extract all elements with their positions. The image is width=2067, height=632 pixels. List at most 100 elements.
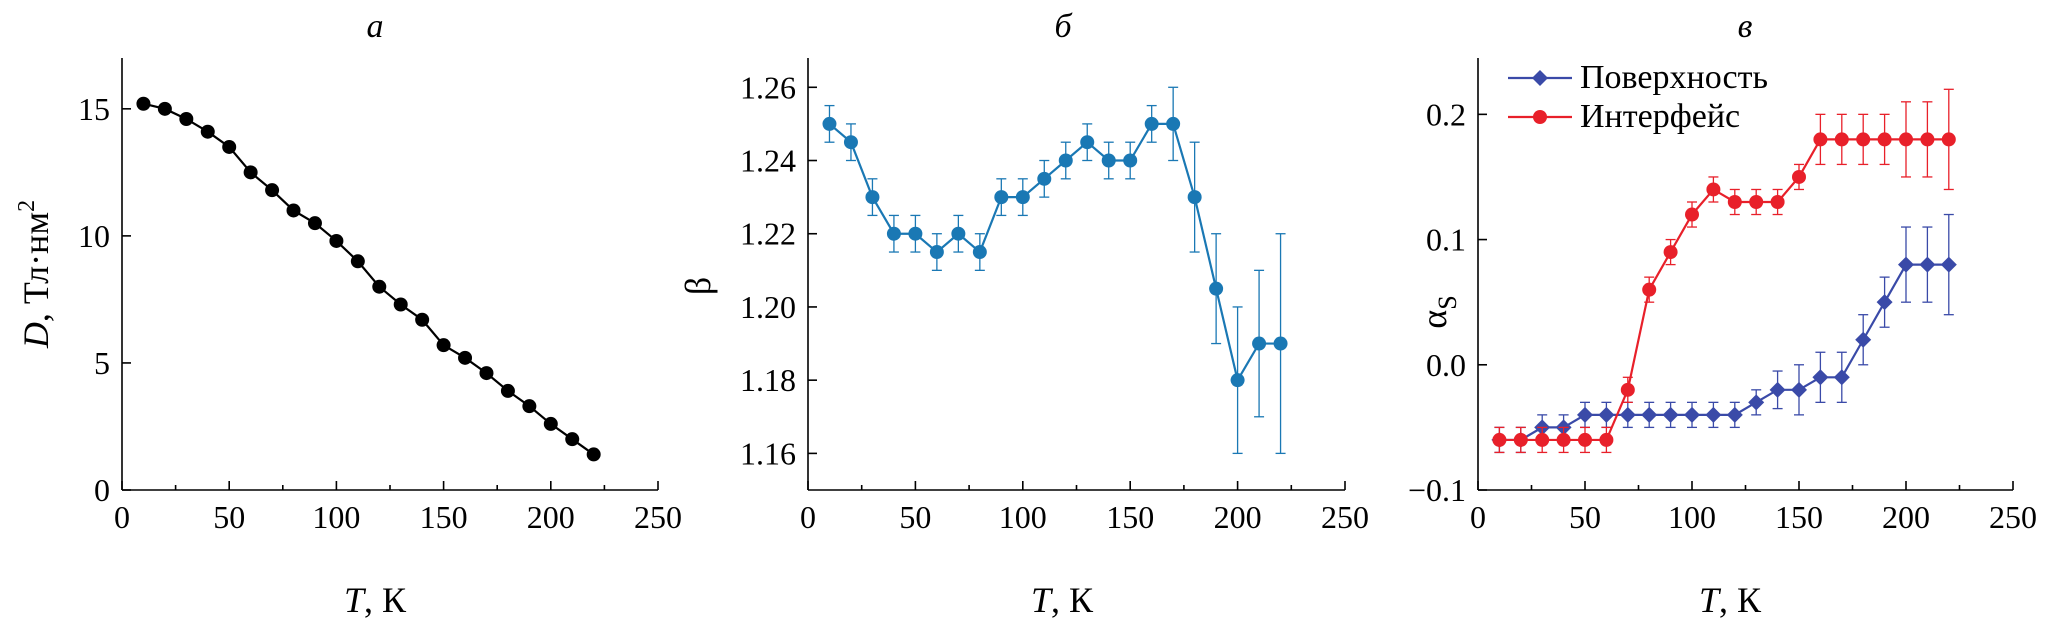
panel-a-data-point: [415, 312, 430, 327]
panel-c-data-point: [1706, 182, 1721, 197]
panel-a-x-tick-label: 0: [114, 499, 130, 535]
panel-a-data-point: [372, 279, 387, 294]
panel-c-x-tick-label: 150: [1775, 499, 1823, 535]
panel-c-x-axis-label-unit: , К: [1719, 580, 1762, 620]
panel-a-x-axis-label-unit: , К: [364, 580, 407, 620]
panel-b-data-point: [1015, 190, 1030, 205]
panel-c-data-point: [1941, 132, 1956, 147]
panel-a-x-tick-label: 250: [634, 499, 682, 535]
panel-c-data-point: [1770, 195, 1785, 209]
panel-a-data-point: [243, 165, 258, 180]
panel-c-x-axis-label: T, К: [1699, 580, 1762, 620]
panel-a-data-point: [329, 233, 344, 248]
panel-a-data-point: [307, 216, 322, 231]
panel-a-data-point: [265, 183, 280, 198]
panel-a-x-tick-label: 50: [213, 499, 245, 535]
panel-c-data-point: [1556, 432, 1571, 447]
panel-a-data-point: [522, 399, 537, 414]
panel-c-data-point: [1748, 394, 1765, 411]
panel-c-y-tick-label: 0.1: [1426, 222, 1466, 258]
panel-c-series-line: [1499, 138, 1949, 442]
panel-c-y-tick-label: 0.0: [1426, 347, 1466, 383]
panel-c-data-point: [1920, 132, 1935, 147]
panel-a-y-tick-label: 5: [94, 345, 110, 381]
panel-b-y-axis-label: β: [678, 277, 718, 295]
panel-c-data-point: [1535, 432, 1550, 447]
panel-b-data-point: [994, 190, 1009, 205]
panel-b-data-point: [1123, 153, 1138, 168]
legend-sample-interface: [1508, 110, 1572, 124]
panel-b-data-point: [1080, 135, 1095, 150]
panel-c-data-point: [1726, 406, 1743, 423]
panel-c-data-point: [1792, 169, 1806, 184]
panel-b-data-point: [1144, 116, 1159, 131]
legend-label-surface: Поверхность: [1580, 59, 1768, 96]
panel-b-data-point: [1101, 153, 1116, 168]
panel-a-data-point: [222, 139, 237, 154]
panel-c-y-tick-label: 0.2: [1426, 96, 1466, 132]
panel-b-series-line: [828, 122, 1281, 384]
panel-a-data-point: [500, 383, 515, 398]
panel-b-y-tick-label: 1.20: [740, 289, 796, 325]
panel-b-data-point: [865, 190, 880, 205]
panel-b-x-tick-label: 100: [999, 499, 1047, 535]
panel-b-data-point: [951, 226, 966, 241]
panel-c-data-point: [1899, 132, 1913, 147]
panel-c-data-point: [1685, 207, 1699, 222]
panel-a-data-point: [565, 432, 580, 447]
panel-b-y-tick-label: 1.26: [740, 69, 796, 105]
panel-c-data-point: [1619, 406, 1636, 423]
panel-b-x-axis-label-unit: , К: [1051, 580, 1094, 620]
panel-b-x-axis-label: T, К: [1031, 580, 1094, 620]
panel-b-title: б: [1054, 8, 1073, 45]
panel-a-data-point: [179, 111, 194, 126]
panel-a-data-point: [286, 203, 301, 218]
panel-c-data-point: [1877, 132, 1892, 147]
panel-a-y-tick-label: 0: [94, 472, 110, 508]
panel-b-y-tick-label: 1.18: [740, 362, 796, 398]
panel-c-data-point: [1578, 432, 1592, 447]
panel-a-x-tick-label: 150: [420, 499, 468, 535]
panel-c-x-tick-label: 100: [1668, 499, 1716, 535]
panel-b-data-point: [1209, 281, 1224, 296]
panel-b-data-point: [1058, 153, 1073, 168]
panel-c-data-point: [1769, 381, 1786, 398]
panel-c-data-point: [1812, 369, 1829, 386]
panel-a-x-tick-label: 200: [527, 499, 575, 535]
panel-c-data-point: [1919, 256, 1936, 273]
panel-b-x-axis-label-symbol: T: [1031, 580, 1054, 620]
panel-b-x-tick-label: 250: [1321, 499, 1369, 535]
panel-c-x-tick-label: 200: [1882, 499, 1930, 535]
panel-c-data-point: [1855, 331, 1872, 348]
panel-c-legend: Поверхность Интерфейс: [1508, 59, 1768, 135]
panel-a-data-point: [458, 350, 473, 365]
panel-b-data-point: [908, 226, 923, 241]
panel-a-series-line: [143, 102, 595, 456]
panel-c-y-tick-label: −0.1: [1408, 472, 1466, 508]
panel-a-data-point: [543, 416, 558, 431]
panel-b-x-tick-label: 0: [800, 499, 816, 535]
panel-b: б 0 50 100 150 200 250 1.16 1.18 1.20 1.22 1.24 1.2…: [678, 8, 1369, 620]
panel-c-data-point: [1856, 132, 1871, 147]
panel-a-data-point: [350, 254, 365, 269]
panel-b-data-point: [1273, 336, 1288, 351]
panel-b-data-point: [886, 226, 901, 241]
panel-b-data-point: [1187, 190, 1202, 205]
panel-c-data-point: [1684, 406, 1700, 423]
panel-c-title: в: [1738, 8, 1753, 45]
panel-c-x-tick-label: 50: [1569, 499, 1601, 535]
panel-a-data-point: [586, 447, 601, 462]
panel-b-data-point: [822, 116, 837, 131]
panel-c-data-point: [1492, 432, 1507, 447]
panel-c-data-point: [1940, 256, 1957, 273]
panel-c-data-point: [1663, 245, 1678, 260]
panel-b-x-tick-label: 50: [899, 499, 931, 535]
panel-c-data-point: [1705, 406, 1722, 423]
panel-a-y-axis-label-symbol: D: [16, 322, 56, 349]
panel-c-y-axis-label-symbol: α: [1414, 310, 1454, 329]
panel-c: в 0 50 100 150 200 250 −0.1 0.0 0.1 0.2 T, К αS П…: [1408, 8, 2037, 620]
panel-b-y-tick-label: 1.16: [740, 435, 796, 471]
panel-c-data-point: [1834, 132, 1849, 147]
panel-c-data-point: [1876, 294, 1893, 311]
